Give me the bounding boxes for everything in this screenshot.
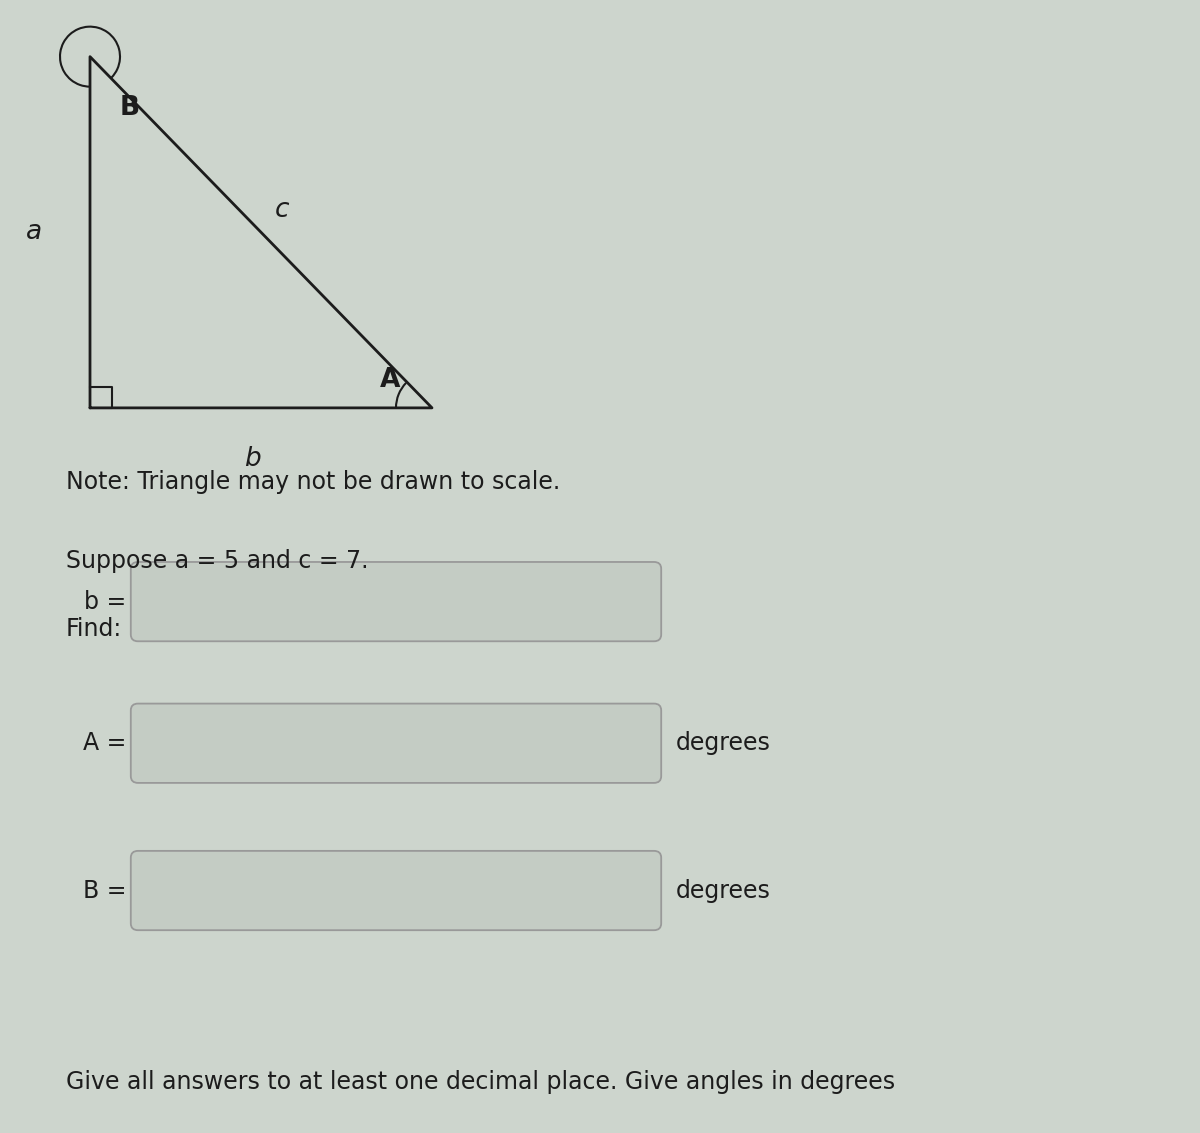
Text: a: a (25, 220, 42, 245)
FancyBboxPatch shape (131, 851, 661, 930)
Text: B =: B = (83, 878, 126, 903)
Text: Give all answers to at least one decimal place. Give angles in degrees: Give all answers to at least one decimal… (66, 1070, 895, 1094)
Text: A =: A = (83, 731, 126, 756)
Text: B: B (120, 95, 139, 120)
Text: A: A (380, 367, 400, 392)
Text: Find:: Find: (66, 616, 122, 641)
Text: c: c (275, 197, 289, 222)
Text: b: b (244, 446, 260, 471)
Text: degrees: degrees (676, 731, 770, 756)
FancyBboxPatch shape (131, 704, 661, 783)
FancyBboxPatch shape (131, 562, 661, 641)
Text: Suppose a = 5 and c = 7.: Suppose a = 5 and c = 7. (66, 548, 368, 573)
Text: degrees: degrees (676, 878, 770, 903)
Text: b =: b = (84, 589, 126, 614)
Text: Note: Triangle may not be drawn to scale.: Note: Triangle may not be drawn to scale… (66, 469, 560, 494)
